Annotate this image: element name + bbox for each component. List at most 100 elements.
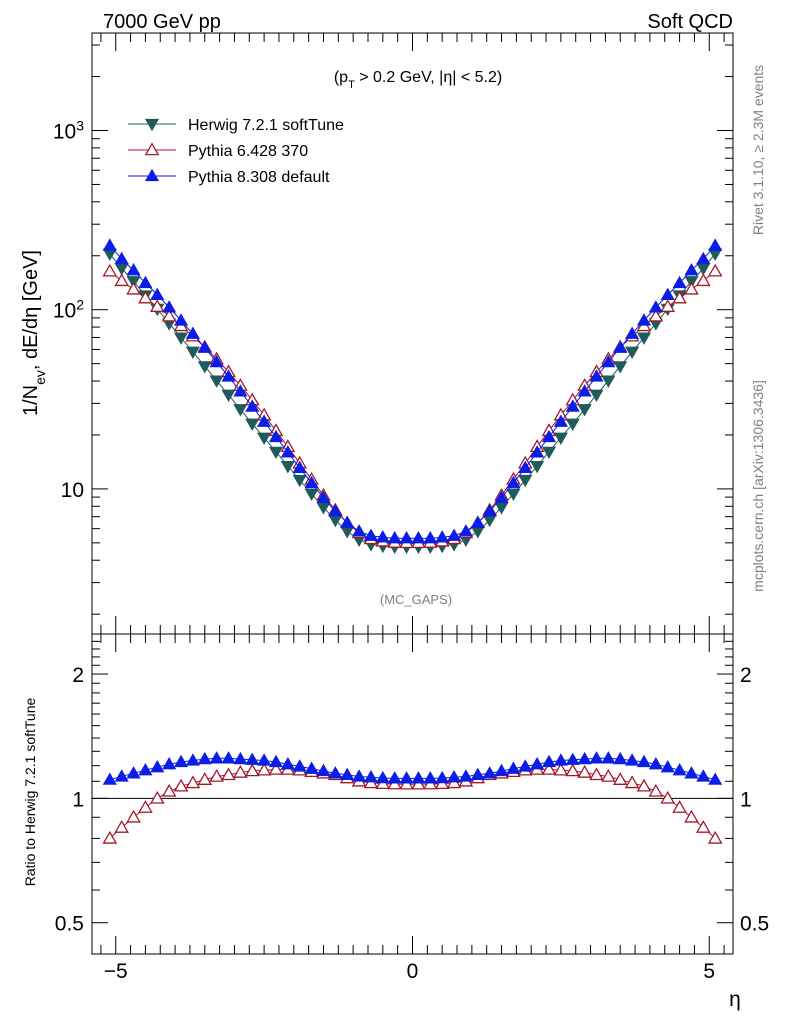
main-point — [660, 299, 676, 312]
ratio-point — [601, 768, 616, 782]
ratio-point — [601, 751, 616, 764]
main-point — [708, 238, 723, 251]
main-point — [292, 460, 307, 474]
ratio-point — [268, 754, 284, 768]
main-line-1 — [109, 270, 716, 544]
ratio-point — [446, 770, 462, 783]
ratio-point — [173, 778, 189, 792]
ratio-point — [636, 778, 652, 792]
main-point — [577, 404, 592, 417]
ratio-point — [233, 751, 248, 765]
main-point — [245, 399, 260, 412]
main-point — [494, 490, 509, 503]
main-y-axis-label: 1/Nev, dE/dη [GeV] — [20, 250, 48, 416]
legend-entry-pythia6: Pythia 6.428 370 — [128, 142, 308, 160]
ratio-point — [684, 766, 699, 779]
ratio-point — [197, 751, 212, 765]
ratio-point — [660, 759, 675, 773]
main-point — [577, 384, 592, 397]
main-point — [102, 238, 117, 251]
main-y-ticks — [92, 44, 733, 615]
main-point — [482, 503, 497, 517]
main-point — [233, 384, 248, 397]
main-point — [506, 475, 521, 489]
legend-label-pythia6: Pythia 6.428 370 — [188, 143, 308, 160]
y-tick-label: 10 — [61, 479, 84, 502]
ratio-point — [149, 790, 165, 804]
mcplots-label: mcplots.cern.ch [arXiv:1306.3436] — [750, 380, 766, 592]
ratio-point — [482, 766, 497, 779]
ratio-point — [185, 775, 201, 789]
main-point — [660, 287, 675, 301]
ratio-point — [161, 783, 177, 797]
main-point — [292, 474, 307, 488]
main-point — [209, 354, 224, 368]
ratio-point — [696, 769, 711, 782]
ratio-point — [387, 771, 402, 784]
main-point — [352, 524, 367, 537]
ratio-point — [708, 772, 723, 785]
main-point — [387, 530, 402, 544]
main-point — [636, 313, 652, 326]
x-axis-label: η — [729, 988, 741, 1011]
ratio-point — [696, 820, 711, 833]
legend-marker — [144, 142, 160, 156]
main-point — [565, 399, 580, 412]
main-point — [304, 488, 319, 502]
main-point — [696, 273, 711, 287]
legend-marker — [144, 118, 160, 132]
ratio-point — [126, 766, 141, 779]
ratio-point — [126, 809, 141, 823]
main-point — [470, 526, 485, 539]
main-point — [150, 287, 165, 301]
ratio-point — [340, 767, 355, 781]
ratio-point — [458, 769, 473, 782]
y-tick-label: 103 — [53, 117, 84, 143]
ratio-point — [268, 761, 284, 775]
y-tick-label-right: 2 — [740, 664, 752, 687]
main-point — [162, 300, 177, 313]
ratio-point — [138, 763, 153, 776]
ratio-point — [565, 763, 581, 777]
main-series — [102, 238, 723, 555]
main-point — [648, 300, 663, 313]
main-point — [126, 263, 141, 276]
ratio-point — [375, 770, 390, 784]
process-label: Soft QCD — [647, 11, 733, 33]
ratio-point — [589, 767, 604, 781]
main-point — [636, 332, 652, 345]
ratio-point — [518, 759, 533, 772]
legend-marker-pythia6 — [144, 142, 160, 156]
ratio-series — [102, 751, 723, 844]
main-point — [613, 361, 628, 374]
ratio-line-0 — [109, 768, 716, 839]
y-tick-label: 0.5 — [55, 913, 84, 936]
main-point — [672, 275, 687, 289]
ratio-point — [541, 761, 557, 775]
y-tick-label: 2 — [72, 664, 84, 687]
main-point — [245, 418, 260, 431]
legend-entry-herwig: Herwig 7.2.1 softTune — [128, 117, 344, 134]
main-point — [601, 354, 616, 368]
main-point — [541, 429, 557, 443]
ratio-point — [672, 763, 687, 776]
ratio-point — [221, 767, 236, 781]
ratio-point — [530, 756, 545, 770]
x-tick-label: 0 — [407, 960, 419, 983]
ratio-point — [672, 800, 687, 813]
ratio-point — [304, 761, 319, 774]
ratio-x-ticks — [100, 634, 725, 954]
ratio-line-1 — [109, 757, 716, 781]
main-point — [648, 308, 664, 322]
main-point — [173, 332, 189, 345]
main-point — [268, 446, 284, 460]
ratio-point — [660, 790, 676, 804]
legend-marker-pythia8 — [144, 168, 160, 182]
main-point — [613, 340, 628, 353]
main-x-ticks — [100, 33, 725, 634]
ratio-point — [102, 772, 117, 785]
main-point — [102, 263, 118, 277]
ratio-point — [245, 752, 260, 765]
main-point — [435, 530, 450, 543]
